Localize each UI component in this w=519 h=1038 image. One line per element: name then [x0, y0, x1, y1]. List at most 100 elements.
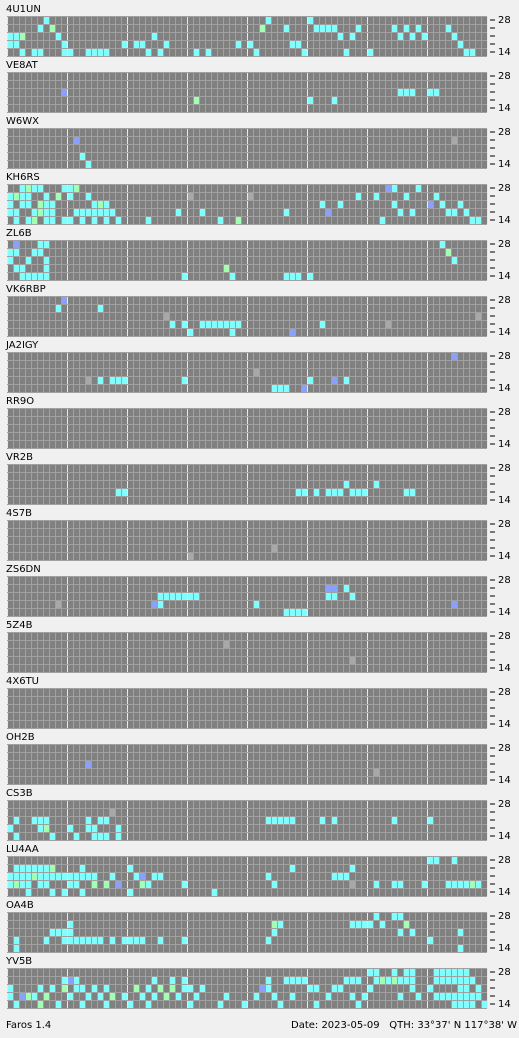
band-label-top: 28 — [498, 183, 511, 194]
station-name: ZS6DN — [6, 564, 41, 575]
signal-cell — [38, 209, 43, 216]
signal-cell — [404, 193, 409, 200]
band-label-bottom: 14 — [498, 607, 511, 618]
signal-cell — [380, 217, 385, 224]
signal-cell — [314, 489, 319, 496]
signal-cell — [14, 209, 19, 216]
signal-cell — [44, 265, 49, 272]
signal-cell — [8, 985, 13, 992]
signal-cell — [92, 49, 97, 56]
signal-cell — [332, 25, 337, 32]
signal-cell — [212, 321, 217, 328]
signal-cell — [98, 377, 103, 384]
signal-cell — [44, 193, 49, 200]
signal-cell — [14, 241, 19, 248]
signal-cell — [338, 873, 343, 880]
signal-cell — [146, 881, 151, 888]
signal-cell — [272, 385, 277, 392]
signal-cell — [38, 201, 43, 208]
signal-cell — [248, 193, 253, 200]
signal-cell — [134, 985, 139, 992]
signal-cell — [398, 881, 403, 888]
band-label-bottom: 14 — [498, 551, 511, 562]
signal-cell — [68, 993, 73, 1000]
signal-cell — [452, 353, 457, 360]
signal-cell — [254, 601, 259, 608]
signal-cell — [272, 993, 277, 1000]
signal-cell — [56, 601, 61, 608]
signal-cell — [332, 817, 337, 824]
signal-cell — [158, 593, 163, 600]
signal-cell — [404, 25, 409, 32]
band-label-bottom: 14 — [498, 103, 511, 114]
signal-cell — [44, 993, 49, 1000]
signal-cell — [332, 97, 337, 104]
signal-cell — [170, 593, 175, 600]
signal-cell — [476, 881, 481, 888]
signal-cell — [290, 993, 295, 1000]
signal-cell — [386, 321, 391, 328]
signal-cell — [134, 41, 139, 48]
signal-cell — [98, 833, 103, 840]
signal-cell — [44, 17, 49, 24]
signal-cell — [50, 929, 55, 936]
signal-cell — [470, 993, 475, 1000]
signal-cell — [38, 873, 43, 880]
signal-cell — [14, 873, 19, 880]
signal-cell — [476, 217, 481, 224]
signal-cell — [284, 817, 289, 824]
signal-cell — [284, 609, 289, 616]
band-label-bottom: 14 — [498, 439, 511, 450]
signal-cell — [410, 929, 415, 936]
signal-cell — [302, 977, 307, 984]
signal-cell — [224, 321, 229, 328]
signal-cell — [86, 761, 91, 768]
signal-cell — [62, 873, 67, 880]
band-label-top: 28 — [498, 463, 511, 474]
signal-cell — [68, 825, 73, 832]
signal-cell — [266, 937, 271, 944]
signal-cell — [410, 985, 415, 992]
signal-cell — [284, 385, 289, 392]
signal-cell — [314, 1001, 319, 1008]
signal-cell — [434, 193, 439, 200]
signal-cell — [344, 377, 349, 384]
signal-cell — [452, 969, 457, 976]
band-label-top: 28 — [498, 15, 511, 26]
band-label-top: 28 — [498, 351, 511, 362]
signal-cell — [74, 881, 79, 888]
signal-cell — [92, 833, 97, 840]
signal-cell — [116, 217, 121, 224]
signal-cell — [476, 993, 481, 1000]
band-label-bottom: 14 — [498, 775, 511, 786]
signal-cell — [74, 209, 79, 216]
signal-cell — [68, 977, 73, 984]
station-name: VR2B — [6, 452, 33, 463]
signal-cell — [104, 49, 109, 56]
signal-cell — [74, 137, 79, 144]
signal-cell — [128, 865, 133, 872]
signal-cell — [440, 241, 445, 248]
station-name: 5Z4B — [6, 620, 33, 631]
signal-cell — [62, 929, 67, 936]
signal-cell — [8, 257, 13, 264]
signal-cell — [392, 881, 397, 888]
signal-cell — [32, 873, 37, 880]
signal-cell — [374, 913, 379, 920]
signal-cell — [8, 193, 13, 200]
signal-cell — [68, 873, 73, 880]
signal-cell — [80, 873, 85, 880]
signal-cell — [56, 305, 61, 312]
band-label-bottom: 14 — [498, 495, 511, 506]
signal-cell — [284, 209, 289, 216]
signal-cell — [194, 97, 199, 104]
signal-cell — [62, 977, 67, 984]
signal-cell — [350, 657, 355, 664]
signal-cell — [254, 369, 259, 376]
signal-cell — [356, 193, 361, 200]
signal-cell — [428, 937, 433, 944]
signal-cell — [8, 33, 13, 40]
signal-cell — [44, 937, 49, 944]
signal-cell — [116, 825, 121, 832]
signal-cell — [32, 185, 37, 192]
